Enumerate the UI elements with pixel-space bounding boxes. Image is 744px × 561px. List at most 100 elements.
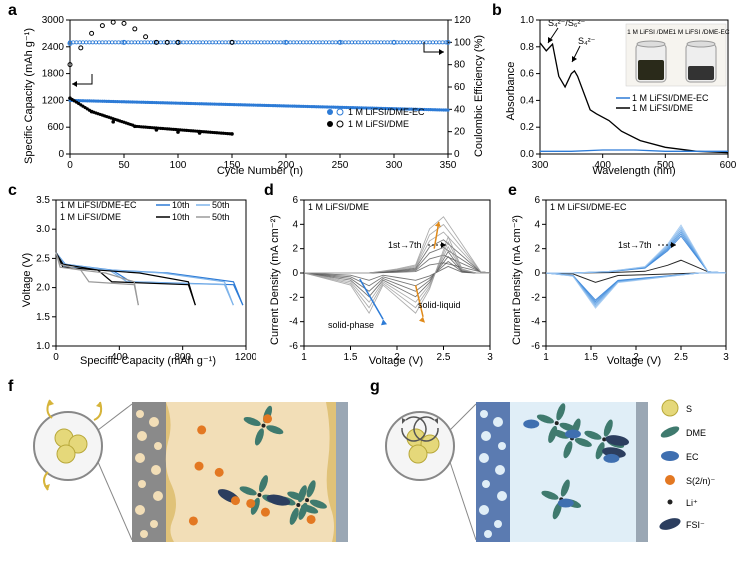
svg-text:3000: 3000 bbox=[42, 15, 65, 26]
svg-text:0: 0 bbox=[53, 352, 59, 363]
svg-text:4: 4 bbox=[534, 219, 540, 230]
svg-text:350: 350 bbox=[440, 160, 457, 171]
anno-s4s6: S₄²⁻/S₆²⁻ bbox=[548, 18, 586, 28]
panel-label-g: g bbox=[370, 378, 380, 396]
svg-text:1.0: 1.0 bbox=[36, 341, 50, 352]
svg-text:1.0: 1.0 bbox=[520, 15, 534, 26]
legend-poly: S(2/n)⁻ bbox=[686, 476, 716, 486]
title-e: 1 M LiFSI/DME-EC bbox=[550, 202, 627, 212]
vial-label-1: 1 M LiFSI /DME bbox=[627, 29, 674, 36]
legend-li: Li⁺ bbox=[686, 498, 698, 508]
svg-text:0.0: 0.0 bbox=[520, 149, 534, 160]
svg-text:1.5: 1.5 bbox=[36, 312, 50, 323]
legend-fsi: FSI⁻ bbox=[686, 520, 705, 530]
chart-e: 11.522.53-6-4-20246 Current Density (mA … bbox=[510, 190, 736, 368]
vial-label-2: 1 M LiFSI /DME-EC bbox=[672, 29, 729, 36]
xlabel-d: Voltage (V) bbox=[369, 355, 423, 367]
chart-d: 11.522.53-6-4-20246 Current Density (mA … bbox=[268, 190, 500, 368]
schematic-g bbox=[380, 392, 650, 550]
legend-c-10ec: 10th bbox=[172, 200, 190, 210]
svg-text:0.6: 0.6 bbox=[520, 69, 534, 80]
svg-text:0.2: 0.2 bbox=[520, 122, 534, 133]
panel-label-c: c bbox=[8, 182, 17, 200]
title-d: 1 M LiFSI/DME bbox=[308, 202, 369, 212]
panel-label-b: b bbox=[492, 2, 502, 20]
legend-ec: EC bbox=[686, 452, 699, 462]
legend-a-dme: 1 M LiFSI/DME bbox=[348, 119, 409, 129]
legend-c: 1 M LiFSI/DME-EC 10th 50th 1 M LiFSI/DME… bbox=[60, 200, 230, 222]
svg-text:1200: 1200 bbox=[235, 352, 256, 363]
panel-label-a: a bbox=[8, 2, 17, 20]
legend-b: 1 M LiFSI/DME-EC 1 M LiFSI/DME bbox=[616, 93, 709, 113]
inset-vials: 1 M LiFSI /DME 1 M LiFSI /DME-EC bbox=[626, 24, 730, 86]
xlabel-c: Specific Capacity (mAh g⁻¹) bbox=[80, 355, 216, 367]
svg-text:2.5: 2.5 bbox=[36, 253, 50, 264]
svg-text:4: 4 bbox=[292, 219, 298, 230]
ylabel-d: Current Density (mA cm⁻²) bbox=[269, 215, 281, 345]
ylabel-right-a: Coulombic Efficiency (%) bbox=[473, 35, 485, 157]
anno-s4: S₄²⁻ bbox=[578, 36, 596, 46]
svg-text:80: 80 bbox=[454, 60, 466, 71]
svg-text:0: 0 bbox=[534, 268, 540, 279]
svg-text:3: 3 bbox=[487, 352, 493, 363]
legend-b-dme: 1 M LiFSI/DME bbox=[632, 103, 693, 113]
svg-text:20: 20 bbox=[454, 127, 466, 138]
svg-text:300: 300 bbox=[532, 160, 549, 171]
legend-dme: DME bbox=[686, 428, 706, 438]
legend-a-ec: 1 M LiFSI/DME-EC bbox=[348, 107, 425, 117]
svg-text:600: 600 bbox=[47, 122, 64, 133]
svg-text:0.4: 0.4 bbox=[520, 95, 534, 106]
xlabel-e: Voltage (V) bbox=[607, 355, 661, 367]
chart-a: 0501001502002503003500600120018002400300… bbox=[20, 6, 488, 178]
svg-text:3.0: 3.0 bbox=[36, 224, 50, 235]
svg-text:2.0: 2.0 bbox=[36, 283, 50, 294]
svg-text:0: 0 bbox=[454, 149, 460, 160]
svg-text:1: 1 bbox=[301, 352, 307, 363]
schematic-f bbox=[22, 392, 352, 550]
chart-b: 3004005006000.00.20.40.60.81.0 Absorbanc… bbox=[504, 6, 736, 178]
ylabel-b: Absorbance bbox=[505, 62, 517, 121]
svg-text:1: 1 bbox=[543, 352, 549, 363]
svg-text:300: 300 bbox=[386, 160, 403, 171]
svg-text:1200: 1200 bbox=[42, 95, 65, 106]
svg-text:100: 100 bbox=[170, 160, 187, 171]
legend-b-ec: 1 M LiFSI/DME-EC bbox=[632, 93, 709, 103]
svg-text:3.5: 3.5 bbox=[36, 195, 50, 206]
svg-text:2.5: 2.5 bbox=[674, 352, 688, 363]
legend-c-ec: 1 M LiFSI/DME-EC bbox=[60, 200, 137, 210]
solid-phase-label: solid-phase bbox=[328, 320, 374, 330]
svg-text:-6: -6 bbox=[531, 341, 540, 352]
svg-text:6: 6 bbox=[292, 195, 298, 206]
svg-text:0: 0 bbox=[58, 149, 64, 160]
legend-s: S bbox=[686, 404, 692, 414]
legend-c-50dme: 50th bbox=[212, 212, 230, 222]
legend-c-50ec: 50th bbox=[212, 200, 230, 210]
legend-c-10dme: 10th bbox=[172, 212, 190, 222]
svg-text:50: 50 bbox=[118, 160, 130, 171]
svg-text:600: 600 bbox=[720, 160, 736, 171]
svg-text:-2: -2 bbox=[289, 292, 298, 303]
svg-text:2.5: 2.5 bbox=[437, 352, 451, 363]
legend-c-dme: 1 M LiFSI/DME bbox=[60, 212, 121, 222]
ylabel-e: Current Density (mA cm⁻²) bbox=[511, 215, 523, 345]
svg-text:2: 2 bbox=[534, 244, 540, 255]
svg-text:60: 60 bbox=[454, 82, 466, 93]
svg-text:120: 120 bbox=[454, 15, 471, 26]
chart-c: 040080012001.01.52.02.53.03.5 Voltage (V… bbox=[20, 190, 256, 368]
svg-text:6: 6 bbox=[534, 195, 540, 206]
svg-text:-4: -4 bbox=[289, 317, 298, 328]
ylabel-c: Voltage (V) bbox=[21, 253, 33, 307]
svg-text:100: 100 bbox=[454, 37, 471, 48]
cycles-e: 1st→7th bbox=[618, 240, 652, 250]
svg-text:250: 250 bbox=[332, 160, 349, 171]
xlabel-a: Cycle Number (n) bbox=[217, 165, 303, 177]
legend-fg: S DME EC S(2/n)⁻ Li⁺ FSI⁻ bbox=[656, 392, 740, 550]
svg-text:2400: 2400 bbox=[42, 42, 65, 53]
legend-a: 1 M LiFSI/DME-EC 1 M LiFSI/DME bbox=[327, 107, 425, 129]
svg-text:0.8: 0.8 bbox=[520, 42, 534, 53]
svg-text:0: 0 bbox=[292, 268, 298, 279]
svg-text:1800: 1800 bbox=[42, 69, 65, 80]
svg-text:1.5: 1.5 bbox=[344, 352, 358, 363]
svg-text:40: 40 bbox=[454, 104, 466, 115]
panel-label-f: f bbox=[8, 378, 13, 396]
